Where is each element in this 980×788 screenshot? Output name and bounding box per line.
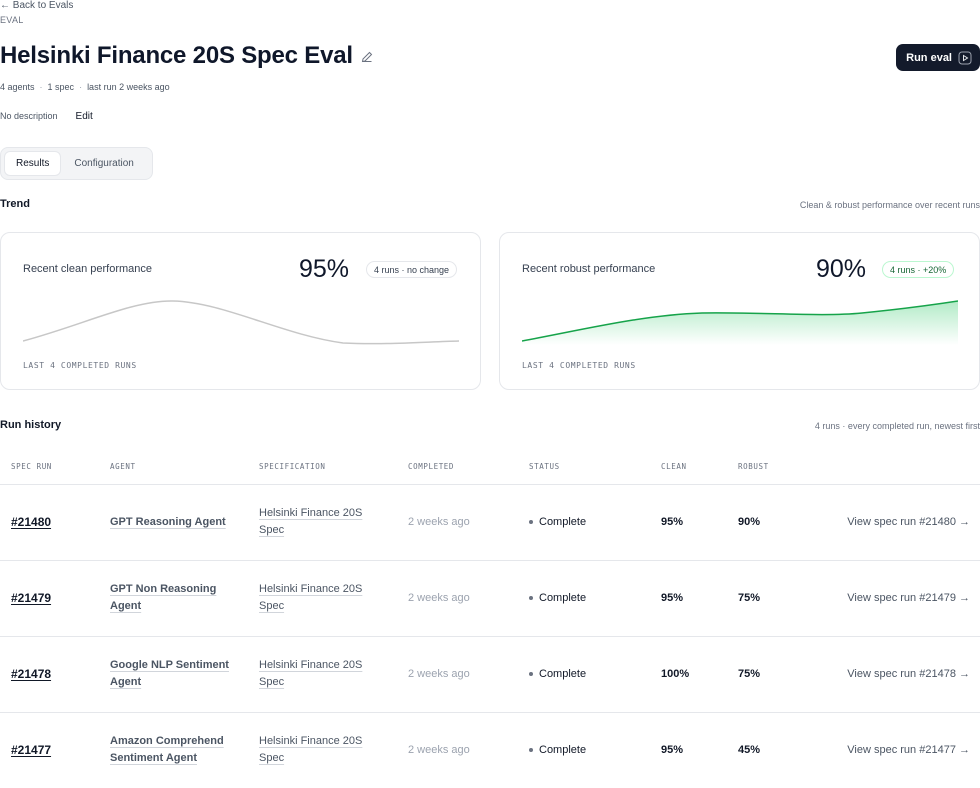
status-badge: Complete bbox=[529, 516, 650, 528]
table-row: #21478 Google NLP Sentiment Agent Helsink… bbox=[0, 636, 980, 713]
clean-score: 95% bbox=[650, 712, 727, 788]
card-value: 90% bbox=[816, 255, 867, 283]
column-header: SPEC RUN bbox=[0, 450, 99, 485]
clean-trend-line bbox=[23, 300, 459, 345]
meta-separator: · bbox=[39, 82, 43, 92]
robust-performance-card: Recent robust performance 90% 4 runs · +… bbox=[499, 232, 980, 390]
status-dot-icon bbox=[529, 748, 533, 752]
column-header: SPECIFICATION bbox=[248, 450, 397, 485]
status-dot-icon bbox=[529, 596, 533, 600]
tab-configuration[interactable]: Configuration bbox=[74, 158, 134, 169]
view-spec-run-link[interactable]: View spec run #21479 → bbox=[809, 560, 980, 637]
spec-run-link[interactable]: #21479 bbox=[11, 591, 52, 605]
view-tabs: Results Configuration bbox=[0, 147, 153, 180]
view-spec-run-link[interactable]: View spec run #21477 → bbox=[809, 712, 980, 788]
column-header: STATUS bbox=[518, 450, 650, 485]
robust-score: 90% bbox=[727, 484, 809, 561]
completed-time: 2 weeks ago bbox=[397, 712, 518, 788]
agents-count: 4 agents bbox=[0, 82, 35, 92]
robust-score: 75% bbox=[727, 560, 809, 637]
clean-score: 95% bbox=[650, 560, 727, 637]
run-history-table: SPEC RUN AGENT SPECIFICATION COMPLETED S… bbox=[0, 450, 980, 788]
status-dot-icon bbox=[529, 672, 533, 676]
specification-link[interactable]: Helsinki Finance 20S Spec bbox=[259, 507, 363, 536]
completed-time: 2 weeks ago bbox=[397, 560, 518, 637]
card-footer: LAST 4 COMPLETED RUNS bbox=[23, 361, 137, 370]
clean-score: 100% bbox=[650, 636, 727, 713]
specification-link[interactable]: Helsinki Finance 20S Spec bbox=[259, 583, 363, 612]
robust-trend-area bbox=[522, 301, 958, 345]
spec-count: 1 spec bbox=[47, 82, 75, 92]
run-eval-label: Run eval bbox=[906, 51, 952, 64]
robust-trend-line bbox=[522, 300, 958, 342]
trend-badge: 4 runs · no change bbox=[366, 261, 458, 278]
table-row: #21480 GPT Reasoning Agent Helsinki Fina… bbox=[0, 484, 980, 561]
run-eval-button[interactable]: Run eval bbox=[896, 44, 980, 71]
agent-link[interactable]: GPT Reasoning Agent bbox=[110, 515, 226, 528]
spec-run-link[interactable]: #21478 bbox=[11, 667, 52, 681]
column-header: ROBUST bbox=[727, 450, 809, 485]
column-header bbox=[809, 450, 980, 485]
table-row: #21479 GPT Non Reasoning Agent Helsinki F… bbox=[0, 560, 980, 637]
robust-score: 75% bbox=[727, 636, 809, 713]
spec-run-link[interactable]: #21477 bbox=[11, 743, 52, 757]
status-badge: Complete bbox=[529, 668, 650, 680]
description-text: No description bbox=[0, 111, 58, 121]
view-spec-run-link[interactable]: View spec run #21478 → bbox=[809, 636, 980, 713]
status-badge: Complete bbox=[529, 592, 650, 604]
table-row: #21477 Amazon Comprehend Sentiment Agent … bbox=[0, 712, 980, 788]
trend-badge: 4 runs · +20% bbox=[882, 261, 955, 278]
column-header: AGENT bbox=[99, 450, 248, 485]
card-footer: LAST 4 COMPLETED RUNS bbox=[522, 361, 636, 370]
robust-sparkline bbox=[522, 300, 958, 345]
agent-link[interactable]: GPT Non Reasoning Agent bbox=[110, 583, 217, 612]
column-header: CLEAN bbox=[650, 450, 727, 485]
clean-performance-card: Recent clean performance 95% 4 runs · no… bbox=[0, 232, 481, 390]
status-dot-icon bbox=[529, 520, 533, 524]
card-label: Recent robust performance bbox=[522, 263, 656, 275]
specification-link[interactable]: Helsinki Finance 20S Spec bbox=[259, 735, 363, 764]
agent-link[interactable]: Amazon Comprehend Sentiment Agent bbox=[110, 735, 224, 764]
pencil-icon[interactable] bbox=[360, 50, 374, 64]
description-row: No description Edit bbox=[0, 111, 93, 122]
column-header: COMPLETED bbox=[397, 450, 518, 485]
play-icon bbox=[958, 51, 972, 64]
card-label: Recent clean performance bbox=[23, 263, 153, 275]
agent-link[interactable]: Google NLP Sentiment Agent bbox=[110, 659, 229, 688]
last-run: last run 2 weeks ago bbox=[87, 82, 170, 92]
view-spec-run-link[interactable]: View spec run #21480 → bbox=[809, 484, 980, 561]
eval-meta: 4 agents · 1 spec · last run 2 weeks ago bbox=[0, 82, 170, 92]
edit-description-button[interactable]: Edit bbox=[75, 111, 93, 122]
eval-eyebrow: EVAL bbox=[0, 15, 24, 25]
page-title: Helsinki Finance 20S Spec Eval bbox=[0, 42, 353, 69]
completed-time: 2 weeks ago bbox=[397, 484, 518, 561]
run-history-title: Run history bbox=[0, 419, 62, 431]
trend-note: Clean & robust performance over recent r… bbox=[799, 200, 980, 210]
table-header-row: SPEC RUN AGENT SPECIFICATION COMPLETED S… bbox=[0, 450, 980, 485]
trend-title: Trend bbox=[0, 198, 30, 210]
robust-score: 45% bbox=[727, 712, 809, 788]
card-value: 95% bbox=[299, 255, 350, 283]
tab-results[interactable]: Results bbox=[4, 151, 62, 176]
meta-separator: · bbox=[79, 82, 83, 92]
run-history-note: 4 runs · every completed run, newest fir… bbox=[814, 421, 980, 431]
back-to-evals-link[interactable]: ← Back to Evals bbox=[0, 0, 74, 11]
completed-time: 2 weeks ago bbox=[397, 636, 518, 713]
clean-sparkline bbox=[23, 300, 459, 345]
clean-score: 95% bbox=[650, 484, 727, 561]
specification-link[interactable]: Helsinki Finance 20S Spec bbox=[259, 659, 363, 688]
status-badge: Complete bbox=[529, 744, 650, 756]
spec-run-link[interactable]: #21480 bbox=[11, 515, 52, 529]
